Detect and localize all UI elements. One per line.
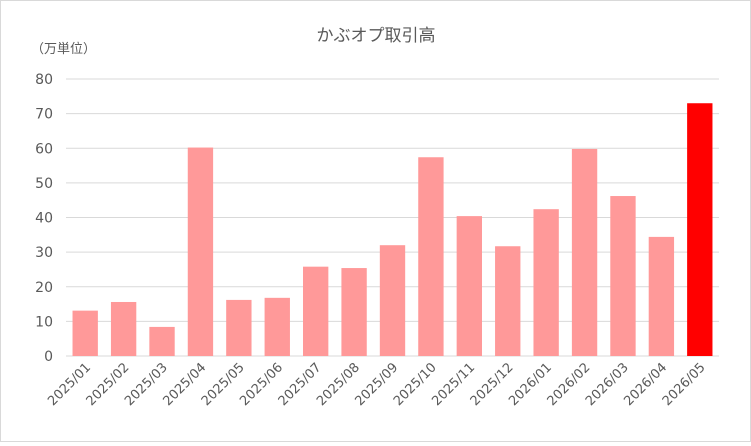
bar-2025-03: [149, 326, 175, 356]
bar-2025-10: [418, 157, 444, 356]
y-tick-label: 80: [35, 72, 53, 88]
x-tick-labels: 2025/012025/022025/032025/042025/052025/…: [45, 360, 708, 409]
gridlines: [66, 78, 719, 357]
bar-2025-07: [303, 266, 329, 356]
bar-2026-03: [610, 196, 636, 356]
y-tick-label: 10: [35, 314, 53, 330]
bar-2025-09: [379, 245, 406, 356]
bar-2026-01: [533, 209, 559, 356]
chart-title: かぶオプ取引高: [317, 26, 436, 46]
bar-2025-12: [495, 246, 521, 356]
bar-2025-01: [72, 310, 98, 356]
bar-2026-05: [687, 103, 713, 356]
bar-2025-04: [187, 147, 214, 356]
bar-2026-04: [648, 236, 675, 356]
y-axis-unit-label: （万単位）: [31, 41, 96, 57]
y-tick-label: 30: [35, 245, 53, 261]
y-tick-label: 50: [35, 176, 53, 192]
y-tick-label: 70: [35, 107, 53, 123]
y-tick-label: 0: [44, 349, 53, 365]
y-tick-label: 40: [35, 211, 53, 227]
bars: [72, 103, 713, 356]
x-tick-label: 2026/05: [660, 360, 709, 409]
y-tick-label: 20: [35, 280, 53, 296]
bar-2025-08: [341, 268, 367, 356]
y-tick-labels: 0 10 20 30 40 50 60 70 80: [35, 72, 53, 365]
bar-2025-06: [264, 297, 290, 356]
bar-2026-02: [571, 148, 598, 356]
bar-2025-02: [110, 301, 137, 356]
bar-2025-11: [456, 216, 482, 356]
bar-2025-05: [226, 299, 252, 356]
y-tick-label: 60: [35, 141, 53, 157]
